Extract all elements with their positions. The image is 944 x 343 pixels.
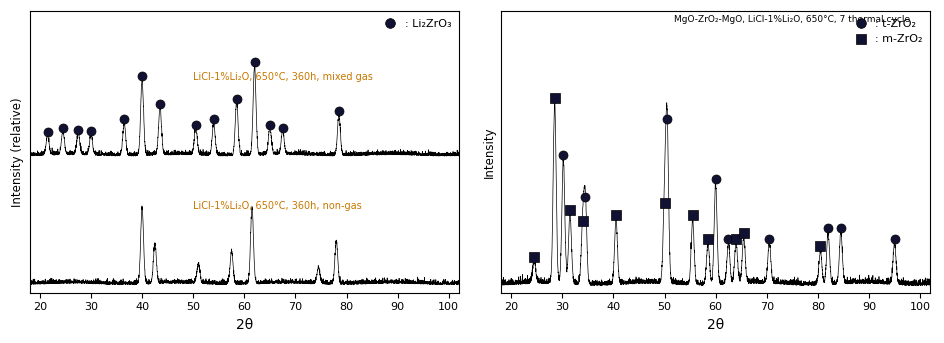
Legend: : Li₂ZrO₃: : Li₂ZrO₃ — [377, 17, 453, 31]
Text: LiCl-1%Li₂O, 650°C, 360h, mixed gas: LiCl-1%Li₂O, 650°C, 360h, mixed gas — [194, 72, 373, 82]
X-axis label: 2θ: 2θ — [236, 318, 253, 332]
X-axis label: 2θ: 2θ — [707, 318, 724, 332]
Y-axis label: Intensity: Intensity — [482, 126, 496, 178]
Text: MgO-ZrO₂-MgO, LiCl-1%Li₂O, 650°C, 7 thermal cycle: MgO-ZrO₂-MgO, LiCl-1%Li₂O, 650°C, 7 ther… — [674, 15, 910, 24]
Legend: : t-ZrO₂, : m-ZrO₂: : t-ZrO₂, : m-ZrO₂ — [848, 17, 925, 47]
Y-axis label: Intensity (relative): Intensity (relative) — [11, 97, 25, 207]
Text: LiCl-1%Li₂O, 650°C, 360h, non-gas: LiCl-1%Li₂O, 650°C, 360h, non-gas — [194, 201, 362, 211]
